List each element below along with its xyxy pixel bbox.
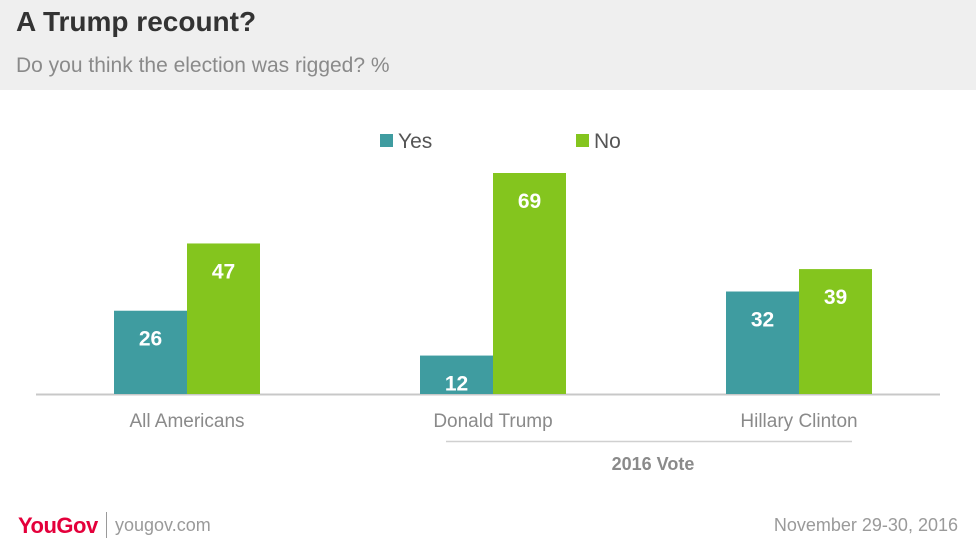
bar-yes-1	[114, 310, 187, 394]
category-label-2: Donald Trump	[433, 411, 552, 432]
category-label-1: All Americans	[129, 411, 244, 432]
bar-no-3	[799, 269, 872, 394]
bar-no-2	[493, 173, 566, 394]
category-label-3: Hillary Clinton	[740, 411, 857, 432]
footer-site-link[interactable]: yougov.com	[115, 515, 211, 535]
bar-yes-3	[726, 291, 799, 394]
legend-swatch-yes	[380, 134, 393, 147]
chart-title: A Trump recount?	[16, 6, 257, 37]
data-label-yes-2: 12	[445, 373, 468, 396]
group-label: 2016 Vote	[612, 454, 695, 474]
footer-divider	[106, 512, 107, 538]
data-label-no-2: 69	[518, 190, 541, 213]
bar-no-1	[187, 243, 260, 394]
yougov-logo: YouGov	[18, 513, 98, 538]
data-label-yes-3: 32	[751, 309, 774, 332]
legend-label-yes: Yes	[398, 130, 432, 153]
chart-header: A Trump recount? Do you think the electi…	[0, 0, 976, 90]
data-label-yes-1: 26	[139, 328, 162, 351]
legend-label-no: No	[594, 130, 621, 153]
data-label-no-3: 39	[824, 286, 847, 309]
legend-swatch-no	[576, 134, 589, 147]
footer-date: November 29-30, 2016	[773, 515, 958, 535]
bar-yes-2	[420, 355, 493, 394]
chart-subtitle: Do you think the election was rigged? %	[16, 54, 390, 77]
data-label-no-1: 47	[212, 260, 235, 283]
